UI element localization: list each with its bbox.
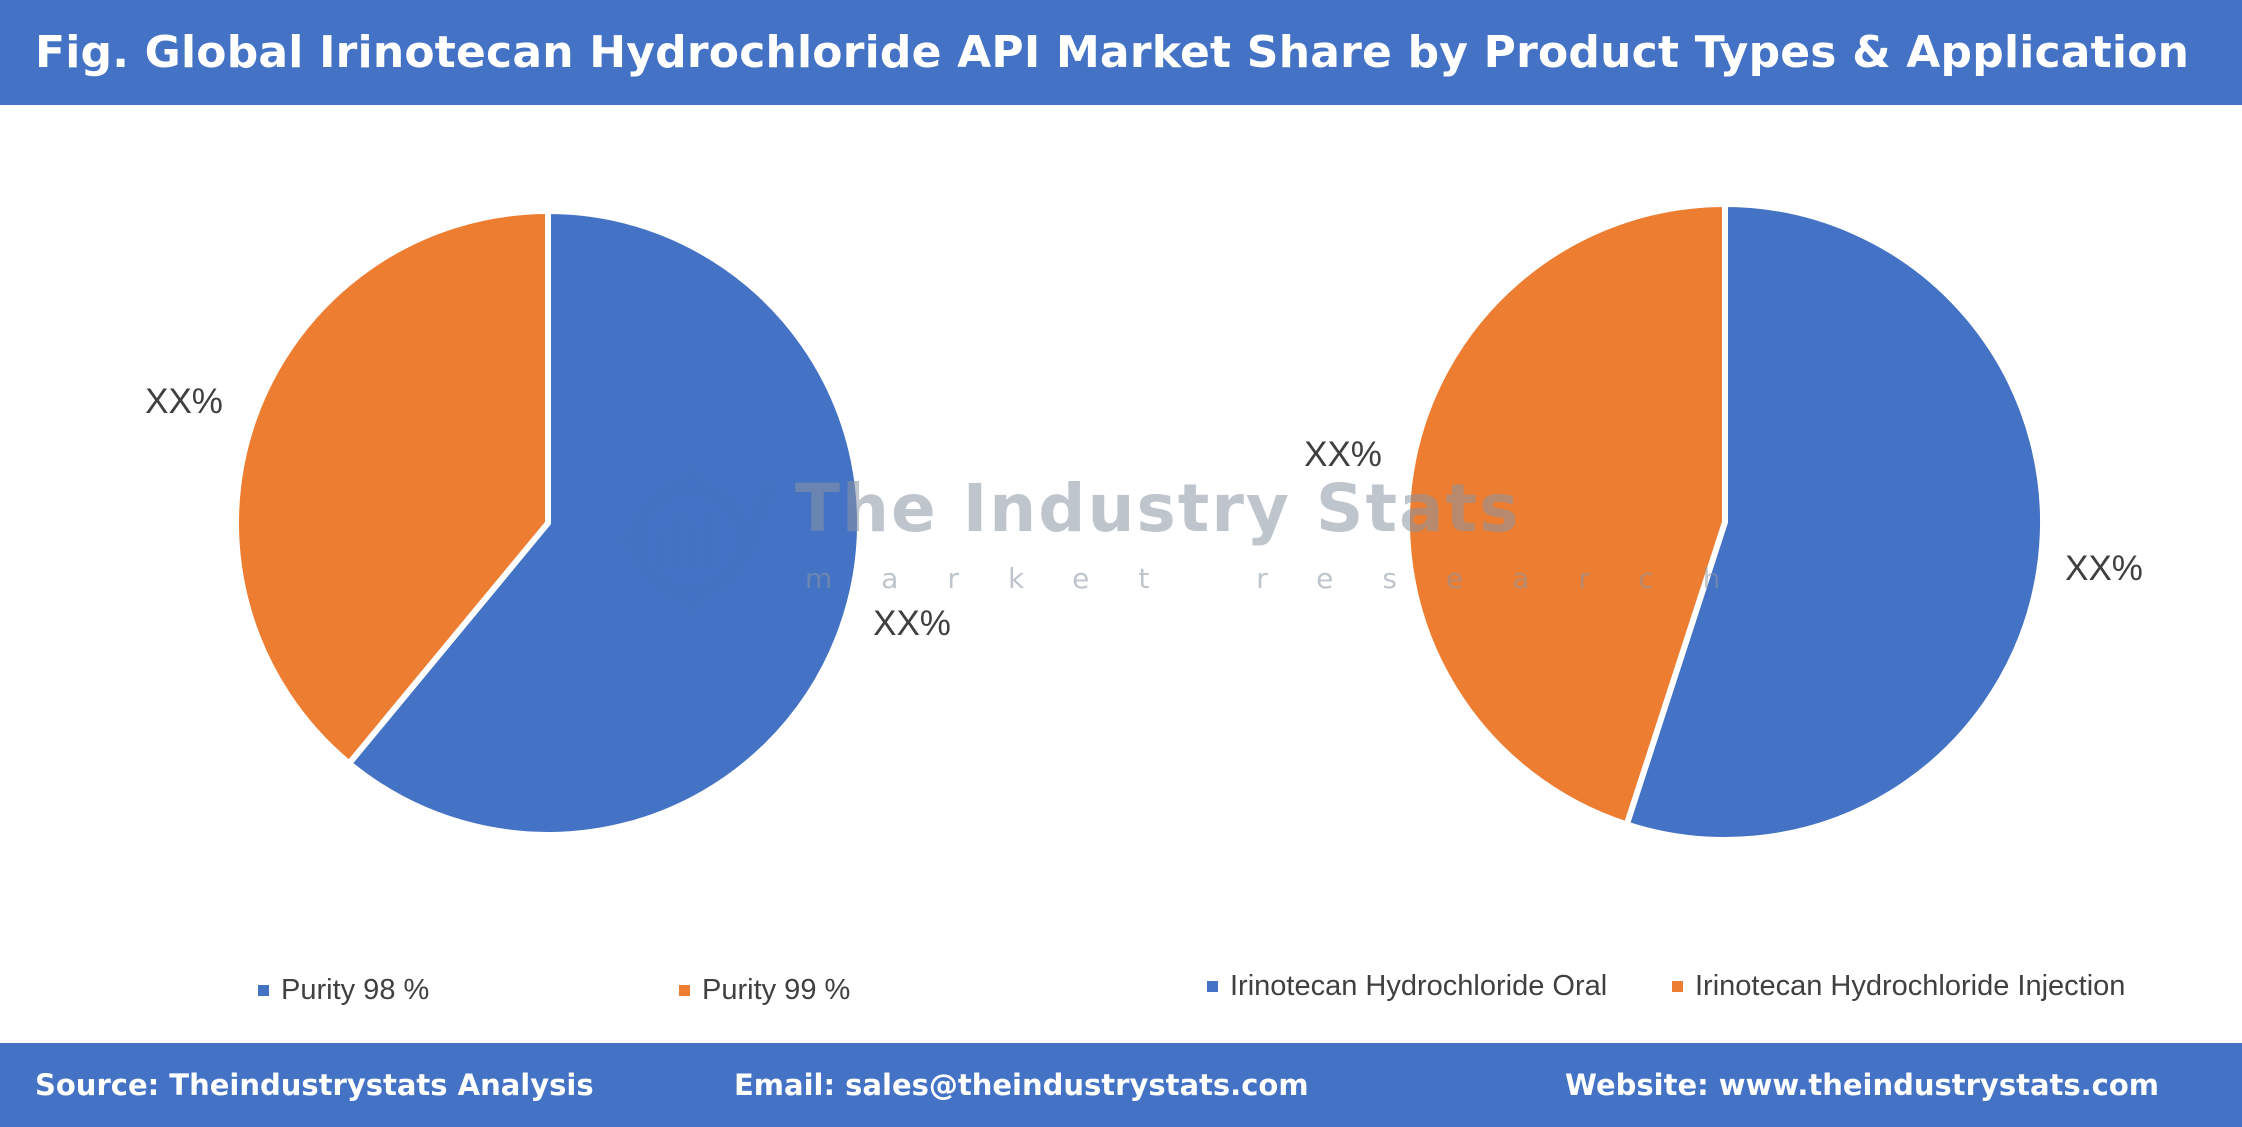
pie-slice [1623,201,2046,843]
legend-label: Purity 99 % [702,974,851,1006]
legend-item-oral: Irinotecan Hydrochloride Oral [1207,970,1607,1003]
slice-data-label: XX% [873,604,951,643]
watermark-title: The Industry Stats [795,470,1521,547]
legend-swatch [1672,981,1683,992]
legend-swatch [1207,981,1218,992]
footer-email: Email: sales@theindustrystats.com [734,1068,1309,1102]
legend-label: Irinotecan Hydrochloride Injection [1695,970,2126,1002]
footer-website: Website: www.theindustrystats.com [1565,1068,2160,1102]
legend-item-purity-98: Purity 98 % [258,974,429,1007]
footer-bar: Source: Theindustrystats Analysis Email:… [0,1043,2242,1127]
legend-label: Irinotecan Hydrochloride Oral [1230,970,1608,1002]
pie-slice [1404,201,1728,828]
title-bar: Fig. Global Irinotecan Hydrochloride API… [0,0,2242,105]
watermark-subtitle: market research [805,562,1770,595]
legend-item-injection: Irinotecan Hydrochloride Injection [1672,970,2125,1003]
watermark: The Industry Stats market research [610,470,1720,615]
pie-slice [346,208,863,838]
legend-label: Purity 98 % [281,974,430,1006]
pie-slice [233,208,551,767]
gear-chart-logo-icon [620,470,776,610]
slice-data-label: XX% [145,382,223,421]
slice-data-label: XX% [1304,435,1382,474]
page-title: Fig. Global Irinotecan Hydrochloride API… [35,27,2190,78]
legend-swatch [679,985,690,996]
footer-source: Source: Theindustrystats Analysis [35,1068,594,1102]
legend-item-purity-99: Purity 99 % [679,974,850,1007]
legend-swatch [258,985,269,996]
charts-canvas: XX% XX% XX% XX% [145,201,2143,843]
slice-data-label: XX% [2065,549,2143,588]
